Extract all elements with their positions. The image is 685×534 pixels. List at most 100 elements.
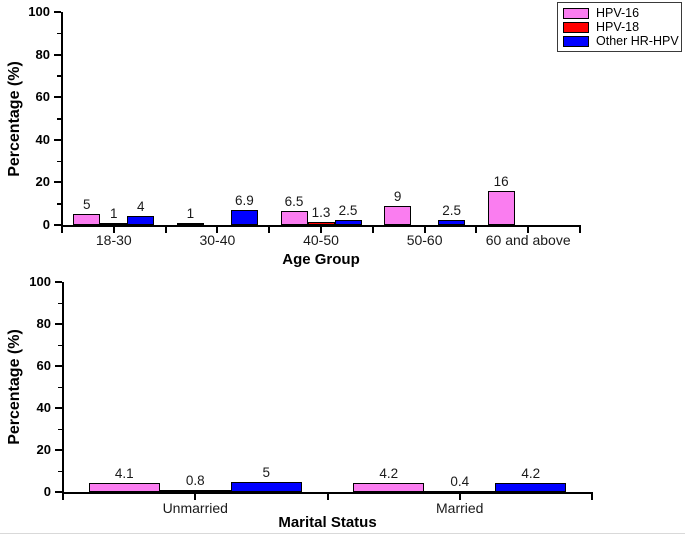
x-boundary-tick — [326, 494, 329, 500]
x-axis-title: Marital Status — [278, 514, 377, 531]
value-label: 9 — [393, 188, 402, 204]
bar-other-hr-hpv — [230, 210, 258, 225]
bar-hpv-16 — [353, 483, 425, 492]
x-boundary-tick — [164, 227, 167, 233]
bar-hpv-16 — [487, 190, 515, 225]
y-major-tick — [55, 281, 62, 283]
value-label: 1 — [110, 205, 118, 221]
legend-item: Other HR-HPV — [563, 33, 679, 48]
x-category-label: Married — [436, 500, 484, 516]
value-label: 4.1 — [114, 466, 134, 482]
y-minor-tick — [57, 75, 61, 77]
y-tick-label: 60 — [36, 358, 51, 373]
value-label: 2.5 — [442, 202, 461, 218]
y-minor-tick — [57, 160, 61, 163]
legend-item: HPV-16 — [563, 6, 677, 20]
y-axis — [61, 12, 63, 227]
y-major-tick — [54, 96, 61, 99]
y-major-tick — [54, 11, 61, 13]
x-category-label: 40-50 — [303, 232, 339, 248]
y-minor-tick — [58, 428, 62, 430]
legend-swatch-hpv-18 — [563, 21, 589, 33]
y-axis-title: Percentage (%) — [6, 329, 23, 445]
bar-other-hr-hpv — [334, 219, 362, 225]
bar-other-hr-hpv — [127, 216, 155, 225]
value-label: 1 — [186, 205, 195, 221]
x-category-label: 18-30 — [95, 232, 132, 248]
y-minor-tick — [58, 302, 62, 304]
y-tick-label: 40 — [35, 131, 50, 147]
bar-hpv-16 — [88, 483, 160, 492]
y-minor-tick — [58, 470, 62, 472]
bar-hpv-16 — [280, 211, 308, 225]
value-label: 0.8 — [185, 473, 205, 489]
value-label: 5 — [83, 197, 91, 213]
x-center-tick — [423, 227, 426, 233]
legend-label: HPV-16 — [596, 5, 640, 20]
legend-item: HPV-18 — [563, 20, 677, 34]
x-center-tick — [216, 227, 219, 233]
bar-hpv-16 — [73, 214, 101, 225]
value-label: 1.3 — [311, 205, 331, 221]
y-tick-label: 80 — [36, 316, 51, 331]
x-category-label: 50-60 — [406, 232, 443, 248]
x-category-label: 30-40 — [199, 232, 236, 248]
x-boundary-tick — [591, 494, 593, 500]
value-label: 6.9 — [235, 193, 254, 209]
x-center-tick — [194, 494, 197, 500]
y-tick-label: 20 — [36, 442, 51, 457]
bar-hpv-18 — [100, 222, 128, 225]
bar-hpv-16 — [176, 222, 204, 225]
y-tick-label: 0 — [42, 217, 50, 232]
bar-hpv-18 — [159, 490, 231, 493]
x-category-label: Unmarried — [162, 500, 228, 516]
x-boundary-tick — [62, 494, 64, 500]
y-major-tick — [55, 323, 62, 325]
y-major-tick — [55, 407, 62, 409]
value-label: 0.4 — [450, 473, 470, 489]
x-center-tick — [458, 494, 461, 500]
y-tick-label: 20 — [35, 174, 50, 190]
y-minor-tick — [57, 118, 61, 120]
value-label: 2.5 — [338, 202, 358, 218]
x-boundary-tick — [371, 227, 374, 233]
x-boundary-tick — [579, 227, 581, 233]
bar-hpv-18 — [424, 490, 496, 493]
legend: HPV-16 HPV-18 Other HR-HPV — [557, 2, 682, 52]
value-label: 6.5 — [284, 194, 304, 210]
x-category-label: 60 and above — [485, 232, 571, 248]
legend-swatch-hpv-16 — [563, 7, 589, 19]
y-major-tick — [54, 53, 61, 56]
y-minor-tick — [58, 344, 62, 346]
bar-other-hr-hpv — [230, 481, 302, 492]
y-major-tick — [54, 224, 61, 226]
bar-other-hr-hpv — [438, 219, 466, 225]
y-minor-tick — [57, 32, 61, 35]
y-major-tick — [55, 449, 62, 451]
x-boundary-tick — [268, 227, 271, 233]
y-axis — [62, 282, 64, 494]
x-center-tick — [112, 227, 115, 233]
y-tick-label: 100 — [28, 4, 50, 19]
bar-hpv-16 — [384, 205, 412, 225]
x-axis-title: Age Group — [282, 251, 360, 268]
legend-label: HPV-18 — [596, 19, 640, 34]
x-boundary-tick — [61, 227, 63, 233]
legend-swatch-other-hr-hpv — [563, 35, 589, 47]
x-axis — [62, 492, 593, 494]
y-minor-tick — [58, 386, 62, 388]
x-boundary-tick — [475, 227, 478, 233]
value-label: 4.2 — [521, 466, 541, 482]
y-major-tick — [55, 365, 62, 367]
y-major-tick — [54, 138, 61, 141]
x-axis — [61, 225, 581, 227]
y-tick-label: 0 — [43, 484, 51, 499]
value-label: 4 — [137, 199, 145, 215]
bar-hpv-18 — [307, 222, 335, 225]
x-center-tick — [527, 227, 530, 233]
legend-label: Other HR-HPV — [596, 33, 679, 48]
y-tick-label: 80 — [35, 46, 50, 62]
